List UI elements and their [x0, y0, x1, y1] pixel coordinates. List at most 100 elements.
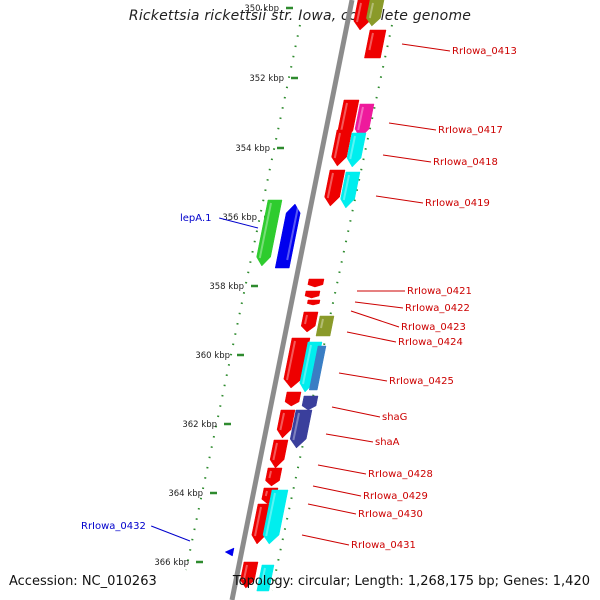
gene-label[interactable]: RrIowa_0418: [433, 157, 498, 168]
leader-line: [350, 310, 400, 328]
gene-label[interactable]: shaG: [382, 412, 407, 423]
gene-feature-highlight: [264, 490, 268, 497]
gene-feature-highlight: [342, 174, 350, 201]
tick-label: 350 kbp: [244, 4, 279, 14]
leader-line: [325, 433, 374, 443]
gene-features: [224, 0, 387, 592]
gene-feature: [308, 345, 327, 391]
gene-feature-highlight: [260, 567, 266, 584]
gene-label[interactable]: RrIowa_0429: [363, 491, 428, 502]
leader-line: [375, 195, 424, 204]
gene-feature: [284, 391, 302, 407]
gene-feature: [265, 467, 283, 487]
gene-feature-highlight: [292, 412, 300, 441]
tick-label: 352 kbp: [249, 74, 284, 84]
gene-feature: [276, 409, 296, 439]
leader-line: [307, 503, 357, 515]
leader-line: [312, 485, 362, 497]
gene-feature-highlight: [320, 318, 324, 329]
gene-feature-highlight: [242, 564, 248, 581]
gene-feature-highlight: [349, 135, 356, 160]
leader-line: [317, 464, 367, 475]
gene-label[interactable]: RrIowa_0432: [81, 521, 146, 532]
tick-label: 366 kbp: [154, 558, 189, 568]
leader-line: [301, 534, 350, 546]
leader-line: [151, 525, 191, 542]
gene-feature: [240, 561, 259, 589]
gene-feature: [274, 203, 301, 269]
leader-line: [219, 217, 259, 229]
gene-feature-highlight: [302, 344, 312, 385]
gene-label[interactable]: RrIowa_0422: [405, 303, 470, 314]
gene-feature: [366, 0, 385, 27]
gene-feature: [364, 29, 387, 59]
gene-feature-highlight: [356, 2, 362, 23]
gene-feature-highlight: [333, 132, 341, 159]
gene-feature: [307, 278, 325, 288]
gene-label[interactable]: RrIowa_0417: [438, 125, 503, 136]
gene-feature-highlight: [279, 412, 285, 431]
gene-labels: RrIowa_0413 RrIowa_0417 RrIowa_0418 RrIowa_…: [81, 43, 517, 551]
gene-feature: [304, 290, 321, 299]
gene-label[interactable]: RrIowa_0428: [368, 469, 433, 480]
leader-line: [331, 406, 381, 418]
tick-label: 362 kbp: [182, 420, 217, 430]
gene-feature: [307, 299, 321, 306]
gene-feature-highlight: [368, 32, 374, 51]
gene-feature-highlight: [265, 492, 276, 537]
gene-feature: [289, 409, 313, 449]
outer-dotted-track: [185, 24, 301, 571]
gene-feature: [283, 337, 311, 389]
gene-feature-highlight: [286, 340, 296, 381]
gene-feature: [331, 129, 353, 167]
gene-label[interactable]: RrIowa_0419: [425, 198, 490, 209]
gene-feature: [301, 395, 319, 411]
map-title: Rickettsia rickettsii str. Iowa, complet…: [128, 8, 472, 24]
gene-label[interactable]: RrIowa_0421: [407, 286, 472, 297]
gene-label[interactable]: RrIowa_0425: [389, 376, 454, 387]
gene-label[interactable]: RrIowa_0424: [398, 337, 463, 348]
tick-label: 358 kbp: [209, 282, 244, 292]
leader-line: [346, 331, 397, 343]
tick-label: 360 kbp: [195, 351, 230, 361]
leader-line: [338, 372, 388, 382]
gene-label[interactable]: RrIowa_0423: [401, 322, 466, 333]
gene-feature: [269, 439, 289, 469]
gene-label[interactable]: RrIowa_0413: [452, 46, 517, 57]
gene-label[interactable]: RrIowa_0431: [351, 540, 416, 551]
gene-label[interactable]: lepA.1: [180, 213, 211, 224]
gene-feature: [340, 171, 361, 209]
tick-label: 364 kbp: [168, 489, 203, 499]
genome-backbone-line: [229, 0, 355, 600]
tick-label: 356 kbp: [222, 213, 257, 223]
gene-feature: [262, 489, 289, 545]
gene-feature: [256, 564, 275, 592]
gene-feature-highlight: [254, 506, 262, 537]
gene-feature-highlight: [268, 470, 272, 479]
gene-feature-highlight: [304, 314, 308, 325]
gene-feature-highlight: [272, 442, 278, 461]
leader-line: [382, 154, 432, 163]
gene-feature-highlight: [286, 206, 299, 261]
genome-summary-text: Topology: circular; Length: 1,268,175 bp…: [232, 574, 590, 589]
gene-feature: [324, 169, 346, 207]
gene-feature-highlight: [258, 202, 272, 259]
gene-feature-highlight: [357, 106, 364, 131]
leader-line: [388, 122, 437, 131]
leader-line: [354, 301, 404, 309]
gene-feature: [315, 315, 335, 337]
gene-feature: [224, 547, 235, 557]
gene-label[interactable]: RrIowa_0430: [358, 509, 423, 520]
gene-feature-highlight: [368, 2, 374, 19]
tick-label: 354 kbp: [235, 144, 270, 154]
gene-feature-highlight: [326, 172, 334, 199]
gene-feature: [300, 311, 319, 333]
gene-feature: [256, 199, 283, 267]
leader-line: [401, 43, 451, 52]
gene-feature-highlight: [340, 102, 348, 133]
kbp-ticks: 350 kbp 352 kbp 354 kbp 356 kbp 358 kbp 360 k…: [154, 4, 298, 568]
accession-text: Accession: NC_010263: [9, 574, 157, 589]
gene-label[interactable]: shaA: [375, 437, 400, 448]
gene-feature: [346, 132, 367, 168]
